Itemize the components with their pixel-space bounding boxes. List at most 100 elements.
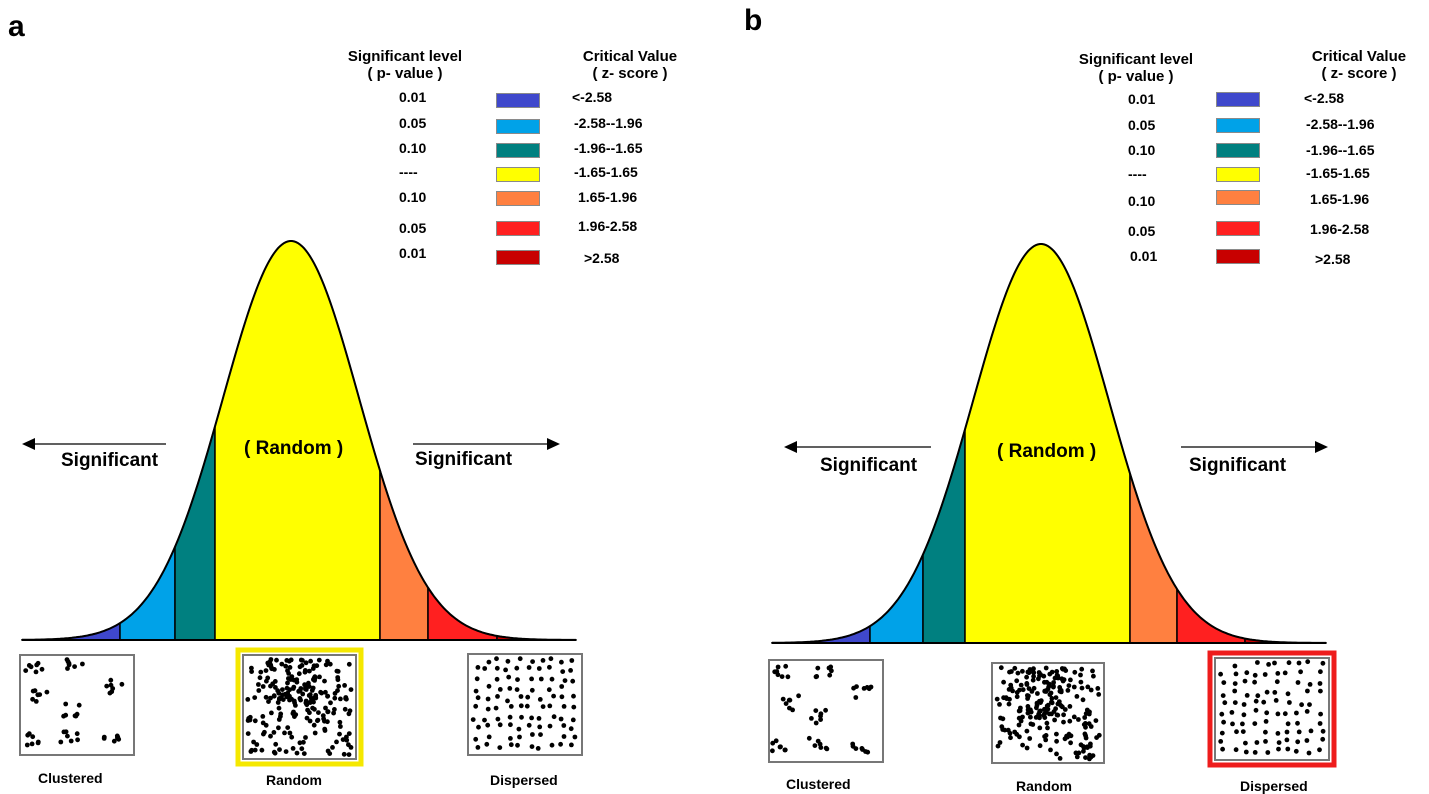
legend-swatch [1216, 249, 1260, 264]
pattern-point [268, 657, 274, 662]
pattern-point [1031, 674, 1036, 679]
pattern-point [327, 661, 333, 667]
p-value-subtitle: ( p- value ) [1098, 68, 1174, 85]
pattern-point [269, 710, 274, 716]
pattern-point [779, 674, 785, 679]
pattern-point [482, 717, 487, 723]
pattern-point [288, 657, 294, 663]
pattern-point [256, 682, 261, 687]
pattern-point [1308, 728, 1314, 734]
pattern-point [249, 669, 255, 674]
pattern-highlight-frame [235, 647, 364, 767]
pattern-point [1018, 682, 1024, 688]
pattern-point [300, 691, 306, 697]
pattern-point [272, 750, 278, 756]
pattern-point [1068, 677, 1073, 683]
pattern-point [540, 704, 546, 709]
legend-p-value: ---- [399, 164, 418, 180]
legend-z-score: 1.65-1.96 [1310, 191, 1370, 207]
significant-right-label: Significant [1189, 455, 1287, 476]
pattern-point [260, 720, 266, 726]
pattern-point [332, 707, 337, 712]
pattern-point [1084, 707, 1090, 713]
z-score-title: Critical Value [582, 48, 678, 65]
pattern-point [111, 738, 117, 744]
legend-swatch [1216, 118, 1260, 133]
pattern-point [346, 742, 351, 748]
pattern-point [1008, 735, 1013, 741]
significant-left-label: Significant [820, 455, 918, 476]
pattern-point [1035, 691, 1040, 696]
legend-swatch [1216, 221, 1260, 236]
legend-z-score: <-2.58 [572, 89, 613, 105]
pattern-point [290, 746, 296, 751]
pattern-point [341, 751, 347, 757]
pattern-point [561, 704, 567, 709]
pattern-point [1030, 722, 1036, 727]
pattern-point [796, 693, 801, 699]
pattern-point [1221, 680, 1227, 685]
pattern-point [1263, 739, 1268, 744]
pattern-point [1253, 698, 1259, 704]
pattern-point [823, 707, 828, 713]
pattern-point [1082, 731, 1088, 737]
pattern-point [1232, 688, 1238, 694]
pattern-point [547, 664, 552, 670]
pattern-point [1034, 700, 1040, 706]
pattern-point [812, 743, 818, 748]
pattern-point [327, 751, 333, 756]
pattern-point [1252, 750, 1258, 755]
pattern-point [780, 696, 786, 702]
pattern-point [1296, 660, 1302, 666]
pattern-point [336, 683, 342, 689]
pattern-point [997, 702, 1002, 707]
p-value-title: Significant level [347, 48, 463, 65]
pattern-point [268, 733, 273, 739]
pattern-point [1320, 660, 1326, 666]
pattern-point [1057, 756, 1063, 761]
pattern-point [815, 665, 821, 671]
pattern-point [1025, 669, 1031, 675]
pattern-point [310, 666, 316, 671]
direction-arrows [22, 438, 560, 450]
pattern-point [322, 726, 328, 732]
pattern-point [486, 734, 492, 740]
pattern-point [325, 658, 330, 664]
curve-outline [772, 243, 1326, 644]
pattern-point [72, 664, 77, 669]
pattern-point [252, 695, 258, 700]
pattern-point [313, 692, 319, 698]
pattern-point [1307, 682, 1313, 687]
pattern-point [1038, 672, 1043, 677]
pattern-point [337, 719, 343, 725]
pattern-point [551, 693, 556, 699]
pattern-point [1318, 669, 1323, 675]
pattern-point [537, 724, 543, 730]
pattern-point [806, 735, 812, 741]
pattern-point [1020, 668, 1025, 674]
pattern-point [1036, 676, 1041, 682]
pattern-point [530, 732, 535, 737]
pattern-point [818, 717, 823, 722]
pattern-point [307, 668, 312, 674]
pattern-point [325, 709, 331, 715]
pattern-point [1262, 672, 1268, 677]
pattern-point [304, 715, 310, 721]
pattern-point [280, 687, 285, 692]
pattern-point [249, 747, 255, 753]
pattern-point [245, 731, 251, 736]
pattern-point [322, 678, 327, 684]
pattern-point [1276, 740, 1282, 745]
pattern-point [998, 665, 1004, 671]
pattern-point [64, 657, 70, 662]
pattern-point [32, 688, 38, 694]
z-score-header: Critical Value ( z- score ) [560, 48, 700, 82]
pattern-point [343, 695, 349, 700]
pattern-point [287, 697, 292, 703]
pattern-point [493, 705, 499, 711]
legend-p-value: ---- [1128, 166, 1147, 182]
pattern-point [1295, 720, 1300, 726]
pattern-point [342, 706, 348, 712]
pattern-point [1065, 688, 1071, 693]
pattern-point [1284, 729, 1290, 735]
